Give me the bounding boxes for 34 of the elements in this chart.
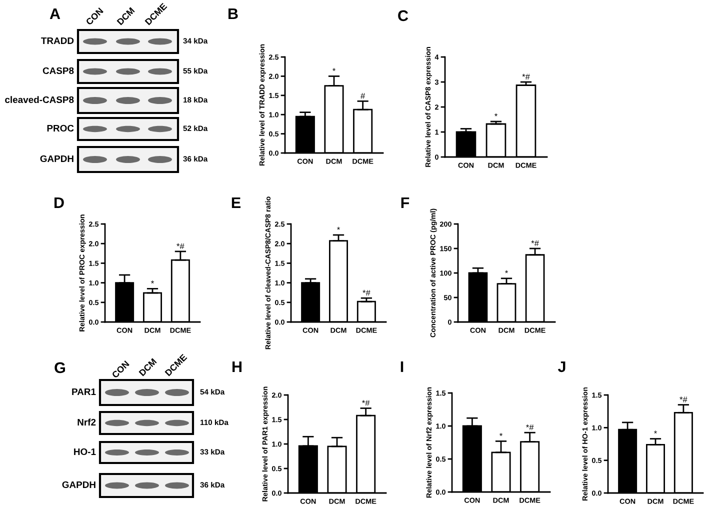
- chart-title: J: [558, 361, 566, 372]
- annotation: *: [494, 113, 498, 116]
- annotation: *: [500, 433, 502, 436]
- annotation: *: [332, 68, 336, 71]
- category-label: CASP8: [42, 67, 74, 74]
- text: G: [54, 362, 65, 374]
- annotation: *#: [362, 400, 370, 406]
- text: A: [50, 8, 60, 19]
- chart-title: H: [232, 361, 242, 372]
- chart-title: C: [398, 10, 408, 22]
- category-label: GAPDH: [40, 155, 74, 162]
- annotation: *#: [522, 74, 530, 80]
- annotation: *#: [362, 290, 370, 296]
- annotation: *: [505, 270, 508, 274]
- category-label: PROC: [47, 124, 74, 132]
- chart-title: B: [228, 8, 238, 19]
- chart-title: E: [232, 197, 240, 208]
- chart-title: F: [401, 197, 410, 208]
- category-label: PAR1: [72, 388, 96, 395]
- chart-title: I: [400, 361, 404, 372]
- category-label: cleaved-CASP8: [5, 96, 74, 104]
- annotation: *: [337, 226, 340, 230]
- category-label: TRADD: [41, 37, 74, 44]
- category-label: HO-1: [74, 448, 96, 456]
- chart-title: D: [54, 197, 64, 208]
- category-label: GAPDH: [62, 481, 96, 488]
- annotation: #: [360, 93, 366, 99]
- annotation: *: [151, 280, 154, 284]
- annotation: *#: [680, 396, 688, 402]
- annotation: *#: [531, 240, 539, 246]
- annotation: *#: [526, 424, 534, 430]
- annotation: *#: [176, 243, 184, 250]
- category-label: Nrf2: [78, 418, 96, 426]
- annotation: *: [654, 430, 657, 434]
